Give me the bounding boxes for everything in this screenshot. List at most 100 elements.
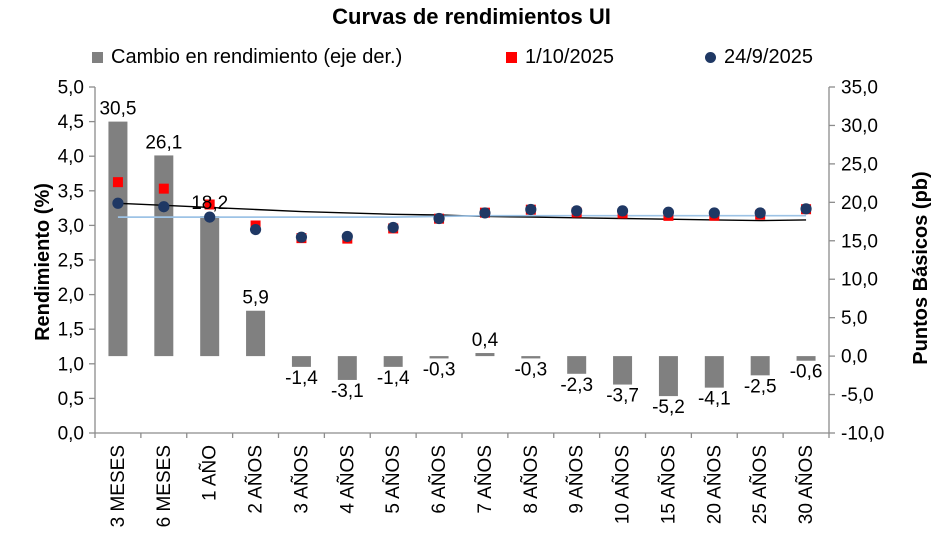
marker-24-9-2025 <box>295 231 308 243</box>
bar-cambio <box>337 356 357 380</box>
y-right-tick-label: 0,0 <box>841 347 867 368</box>
bar-cambio <box>750 356 770 376</box>
chart-title: Curvas de rendimientos UI <box>332 4 611 29</box>
bar-value-label: -1,4 <box>377 368 410 389</box>
bar-cambio <box>200 216 220 357</box>
x-axis-label: 5 AÑOS <box>382 445 404 514</box>
bar-value-label: -0,3 <box>514 359 547 380</box>
y-right-tick-label: 25,0 <box>841 154 878 175</box>
marker-24-9-2025 <box>616 205 629 217</box>
y-right-tick-label: 15,0 <box>841 231 878 252</box>
y-right-tick-label: -10,0 <box>841 424 884 445</box>
y-right-tick-label: 10,0 <box>841 270 878 291</box>
bar-value-label: -3,7 <box>606 386 639 407</box>
marker-24-9-2025 <box>204 211 216 223</box>
bar-value-label: 26,1 <box>145 132 182 153</box>
marker-24-9-2025 <box>571 205 583 217</box>
y-left-tick-label: 2,5 <box>58 251 84 272</box>
x-axis-label: 6 MESES <box>154 445 175 527</box>
legend-label-1-10-2025: 1/10/2025 <box>525 45 614 68</box>
y-right-tick-label: 30,0 <box>841 116 878 137</box>
marker-24-9-2025 <box>525 203 537 216</box>
y-left-tick-label: 2,0 <box>58 285 84 306</box>
x-axis-label: 30 AÑOS <box>795 445 817 524</box>
bar-cambio <box>613 356 633 385</box>
marker-24-9-2025 <box>479 207 491 219</box>
gray-square-icon <box>92 51 103 63</box>
marker-24-9-2025 <box>112 197 124 209</box>
x-axis-label: 9 AÑOS <box>566 445 588 514</box>
bar-value-label: -1,4 <box>285 368 318 389</box>
bar-cambio <box>521 356 541 359</box>
x-axis-label: 1 AÑO <box>199 445 221 501</box>
bar-cambio <box>108 121 128 357</box>
red-square-icon <box>506 51 517 63</box>
marker-24-9-2025 <box>387 221 399 234</box>
navy-circle-icon <box>705 51 716 63</box>
legend-item-1-10-2025: 1/10/2025 <box>506 45 614 69</box>
y-left-tick-label: 1,0 <box>58 354 84 375</box>
legend-item-24-9-2025: 24/9/2025 <box>705 45 813 69</box>
marker-24-9-2025 <box>754 207 766 219</box>
y-left-tick-label: 0,5 <box>58 389 84 410</box>
bar-value-label: -3,1 <box>331 381 364 402</box>
y-left-tick-label: 0,0 <box>58 424 84 445</box>
bar-cambio <box>246 310 266 357</box>
marker-24-9-2025 <box>433 212 445 225</box>
x-axis-label: 10 AÑOS <box>612 445 634 524</box>
x-axis-label: 8 AÑOS <box>520 445 542 514</box>
legend-label-cambio: Cambio en rendimiento (eje der.) <box>111 45 403 68</box>
bar-cambio <box>291 356 311 367</box>
x-axis-label: 7 AÑOS <box>474 445 496 514</box>
y-right-tick-label: -5,0 <box>841 385 874 406</box>
x-axis-label: 2 AÑOS <box>245 445 267 514</box>
y-left-tick-label: 3,0 <box>58 216 84 237</box>
x-axis-label: 3 AÑOS <box>290 445 312 514</box>
bar-value-label: -2,5 <box>744 376 777 397</box>
bar-value-label: -5,2 <box>652 397 685 418</box>
marker-24-9-2025 <box>662 206 675 218</box>
x-axis-label: 6 AÑOS <box>428 445 450 514</box>
bar-value-label: -2,3 <box>560 375 593 396</box>
bar-cambio <box>567 356 587 374</box>
y-left-tick-label: 4,5 <box>58 112 84 133</box>
bar-value-label: 18,2 <box>191 193 228 214</box>
y-axis-right-title: Puntos Básicos (pb) <box>910 171 932 364</box>
marker-1-10-2025 <box>158 183 169 194</box>
y-left-tick-label: 3,5 <box>58 181 84 202</box>
bar-value-label: 0,4 <box>472 330 499 351</box>
x-axis-label: 20 AÑOS <box>703 445 725 524</box>
marker-24-9-2025 <box>158 201 170 213</box>
y-axis-left-title: Rendimiento (%) <box>32 183 54 341</box>
y-right-tick-label: 20,0 <box>841 193 878 214</box>
x-axis-label: 4 AÑOS <box>336 445 358 514</box>
x-axis-label: 25 AÑOS <box>749 445 771 524</box>
bar-cambio <box>383 356 403 367</box>
x-axis-label: 15 AÑOS <box>657 445 679 524</box>
y-left-tick-label: 5,0 <box>58 78 84 99</box>
y-right-tick-label: 5,0 <box>841 308 867 329</box>
marker-24-9-2025 <box>708 207 720 219</box>
marker-1-10-2025 <box>204 199 215 210</box>
bar-cambio <box>475 353 495 357</box>
bar-value-label: -0,3 <box>423 359 456 380</box>
bar-value-label: 30,5 <box>99 99 136 120</box>
y-right-tick-label: 35,0 <box>841 78 878 99</box>
y-left-tick-label: 1,5 <box>58 320 84 341</box>
y-left-tick-label: 4,0 <box>58 147 84 168</box>
bar-cambio <box>796 356 816 361</box>
marker-1-10-2025 <box>112 177 123 188</box>
bar-value-label: -0,6 <box>790 362 823 383</box>
series-line-lightblue <box>117 214 807 218</box>
bar-value-label: 5,9 <box>242 288 268 309</box>
marker-24-9-2025 <box>800 203 812 215</box>
bar-cambio <box>704 356 724 388</box>
bar-value-label: -4,1 <box>698 389 731 410</box>
legend-label-24-9-2025: 24/9/2025 <box>724 45 813 68</box>
marker-24-9-2025 <box>341 230 353 243</box>
bar-cambio <box>429 356 449 359</box>
marker-24-9-2025 <box>249 223 262 236</box>
x-axis-label: 3 MESES <box>108 445 129 527</box>
